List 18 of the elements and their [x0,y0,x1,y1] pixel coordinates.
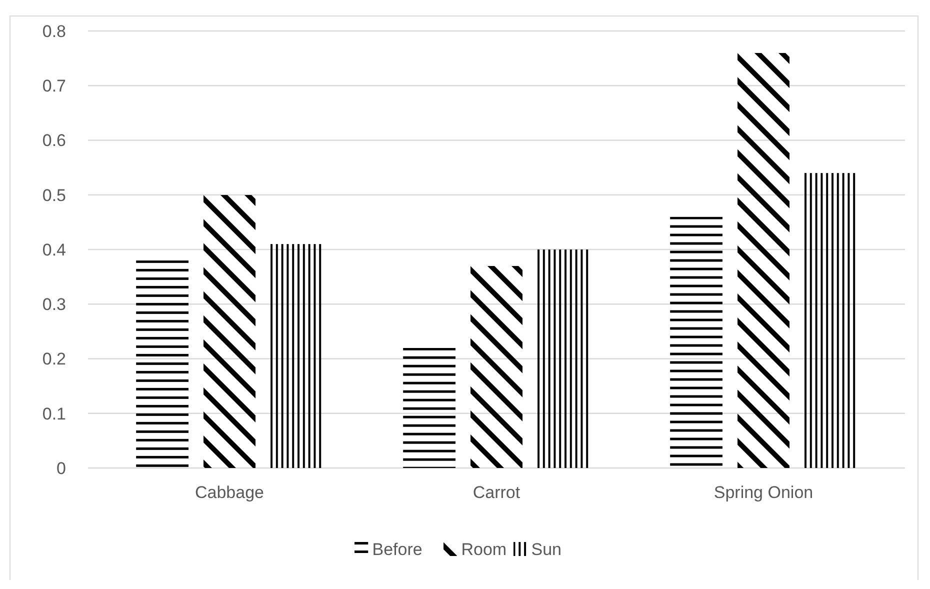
bar [804,173,857,468]
legend-label: Before [372,540,422,559]
legend-label: Room [461,540,507,559]
x-tick-label: Spring Onion [714,483,814,502]
legend-label: Sun [531,540,562,559]
y-tick-label: 0.8 [42,22,66,41]
y-tick-label: 0.2 [42,350,66,369]
y-tick-label: 0.6 [42,131,66,150]
y-tick-label: 0 [56,458,66,478]
bar [538,250,590,468]
y-tick-label: 0.4 [42,240,66,260]
y-tick-label: 0.3 [42,295,66,314]
x-tick-label: Cabbage [195,483,264,502]
y-tick-label: 0.7 [42,76,66,96]
x-tick-label: Carrot [472,483,520,502]
y-tick-label: 0.5 [42,186,66,205]
y-tick-label: 0.1 [42,404,66,424]
bar [270,244,323,468]
